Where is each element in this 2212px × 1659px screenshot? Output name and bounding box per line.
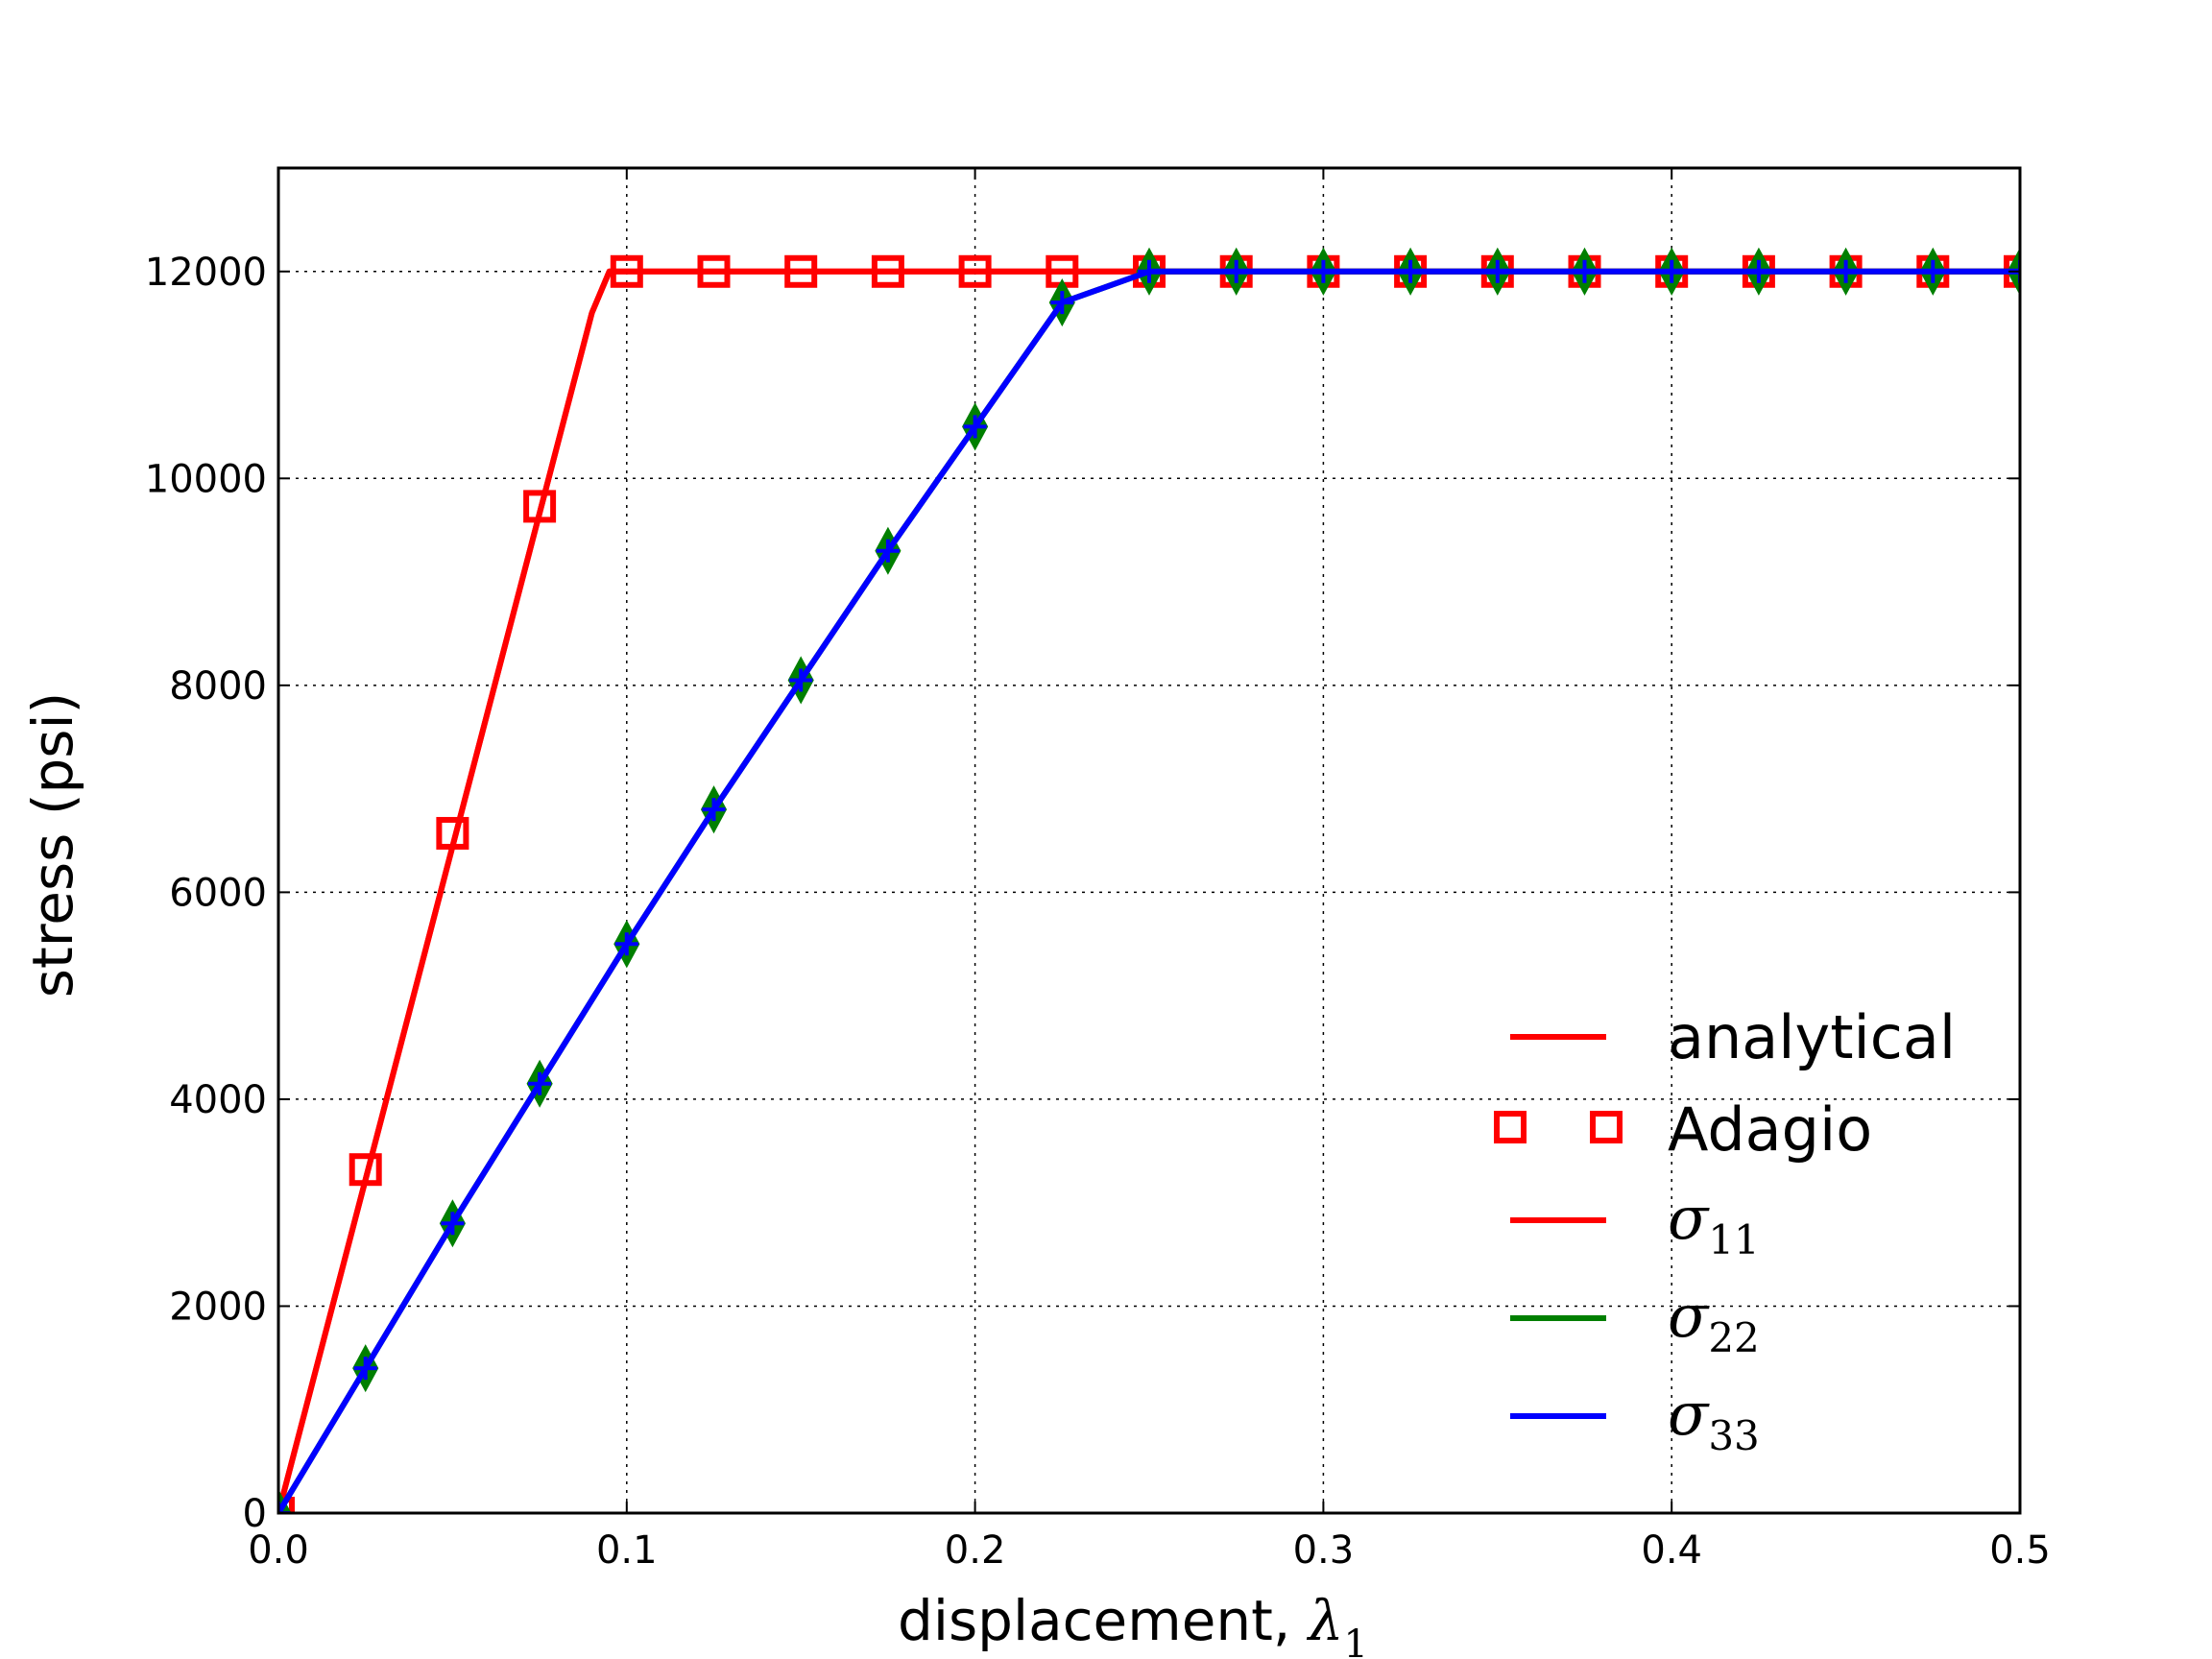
adagio-square-marker: [523, 490, 557, 523]
x-tick-label: 0.5: [1989, 1528, 2051, 1573]
x-axis-label-subscript: 1: [1344, 1623, 1368, 1659]
legend-sigma11-subscript: 11: [1708, 1216, 1759, 1263]
adagio-square-marker: [436, 816, 469, 850]
adagio-square-marker: [784, 254, 818, 288]
x-tick-label: 0.2: [945, 1528, 1006, 1573]
axis-ticks: 0.0 0.1 0.2 0.3 0.4 0.5 0 2000 4000 6000 8000 10000…: [145, 168, 2051, 1573]
x-tick-label: 0.1: [596, 1528, 658, 1573]
legend-sigma22-label: σ22: [1668, 1281, 1760, 1361]
adagio-square-marker: [697, 254, 731, 288]
y-tick-label: 6000: [169, 871, 267, 915]
x-tick-label: 0.3: [1293, 1528, 1355, 1573]
y-tick-label: 2000: [169, 1285, 267, 1329]
legend-adagio-label: Adagio: [1668, 1094, 1872, 1165]
legend-adagio-marker: [1494, 1111, 1527, 1143]
adagio-square-marker: [958, 254, 992, 288]
legend-sigma11-label: σ11: [1668, 1183, 1760, 1263]
legend-adagio-marker: [1590, 1111, 1623, 1143]
plot-clipped-group: [278, 247, 2020, 1513]
adagio-square-marker: [349, 1153, 382, 1187]
legend-sigma22-subscript: 22: [1708, 1314, 1759, 1361]
y-tick-label: 4000: [169, 1078, 267, 1122]
legend: analytical Adagio σ11 σ22 σ33: [1494, 1002, 1956, 1459]
x-tick-label: 0.0: [248, 1528, 309, 1573]
series-sigma11-line: [278, 268, 2020, 1513]
adagio-square-marker: [871, 254, 904, 288]
x-tick-label: 0.4: [1641, 1528, 1702, 1573]
x-axis-label-symbol: λ: [1307, 1588, 1344, 1653]
legend-sigma11-symbol: σ: [1668, 1183, 1710, 1253]
y-axis-label: stress (psi): [20, 692, 85, 998]
y-tick-label: 10000: [145, 457, 267, 501]
legend-sigma33-subscript: 33: [1708, 1412, 1759, 1459]
plot-data: [278, 247, 2020, 1513]
legend-sigma22-symbol: σ: [1668, 1281, 1710, 1351]
legend-sigma33-label: σ33: [1668, 1379, 1760, 1459]
legend-analytical-label: analytical: [1668, 1002, 1956, 1072]
x-axis-label-text: displacement,: [898, 1588, 1309, 1653]
x-axis-label: displacement, λ1: [898, 1588, 1368, 1659]
y-tick-label: 8000: [169, 664, 267, 709]
y-tick-label: 0: [243, 1492, 267, 1536]
legend-sigma33-symbol: σ: [1668, 1379, 1710, 1449]
axes-frame: [276, 166, 2022, 1515]
adagio-square-marker: [610, 254, 643, 288]
y-tick-label: 12000: [145, 251, 267, 295]
